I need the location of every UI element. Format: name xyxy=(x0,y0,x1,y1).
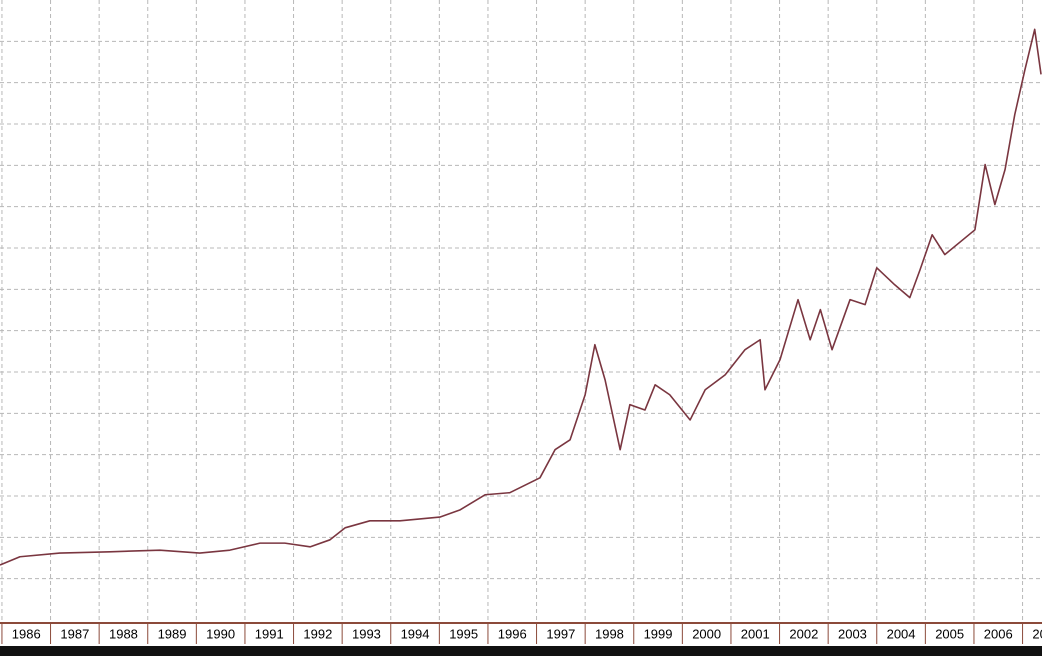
x-tick-label: 1998 xyxy=(595,626,624,641)
x-tick-label: 2002 xyxy=(789,626,818,641)
x-tick-label: 1989 xyxy=(158,626,187,641)
x-tick-label: 2001 xyxy=(741,626,770,641)
x-tick-label: 1987 xyxy=(60,626,89,641)
x-tick-label: 1994 xyxy=(401,626,430,641)
price-line xyxy=(0,28,1042,566)
x-tick-label: 2005 xyxy=(935,626,964,641)
x-tick-label: 1988 xyxy=(109,626,138,641)
x-tick-label: 1999 xyxy=(644,626,673,641)
x-tick-label: 2000 xyxy=(692,626,721,641)
x-tick-label: 2007 xyxy=(1032,626,1042,641)
x-tick-label: 1997 xyxy=(546,626,575,641)
x-tick-label: 1992 xyxy=(303,626,332,641)
x-tick-label: 2003 xyxy=(838,626,867,641)
x-tick-label: 2004 xyxy=(887,626,916,641)
x-tick-label: 1993 xyxy=(352,626,381,641)
x-tick-label: 1991 xyxy=(255,626,284,641)
bottom-bar xyxy=(0,646,1042,656)
x-tick-label: 1996 xyxy=(498,626,527,641)
x-tick-label: 1990 xyxy=(206,626,235,641)
x-tick-label: 2006 xyxy=(984,626,1013,641)
x-tick-label: 1995 xyxy=(449,626,478,641)
x-tick-label: 1986 xyxy=(12,626,41,641)
